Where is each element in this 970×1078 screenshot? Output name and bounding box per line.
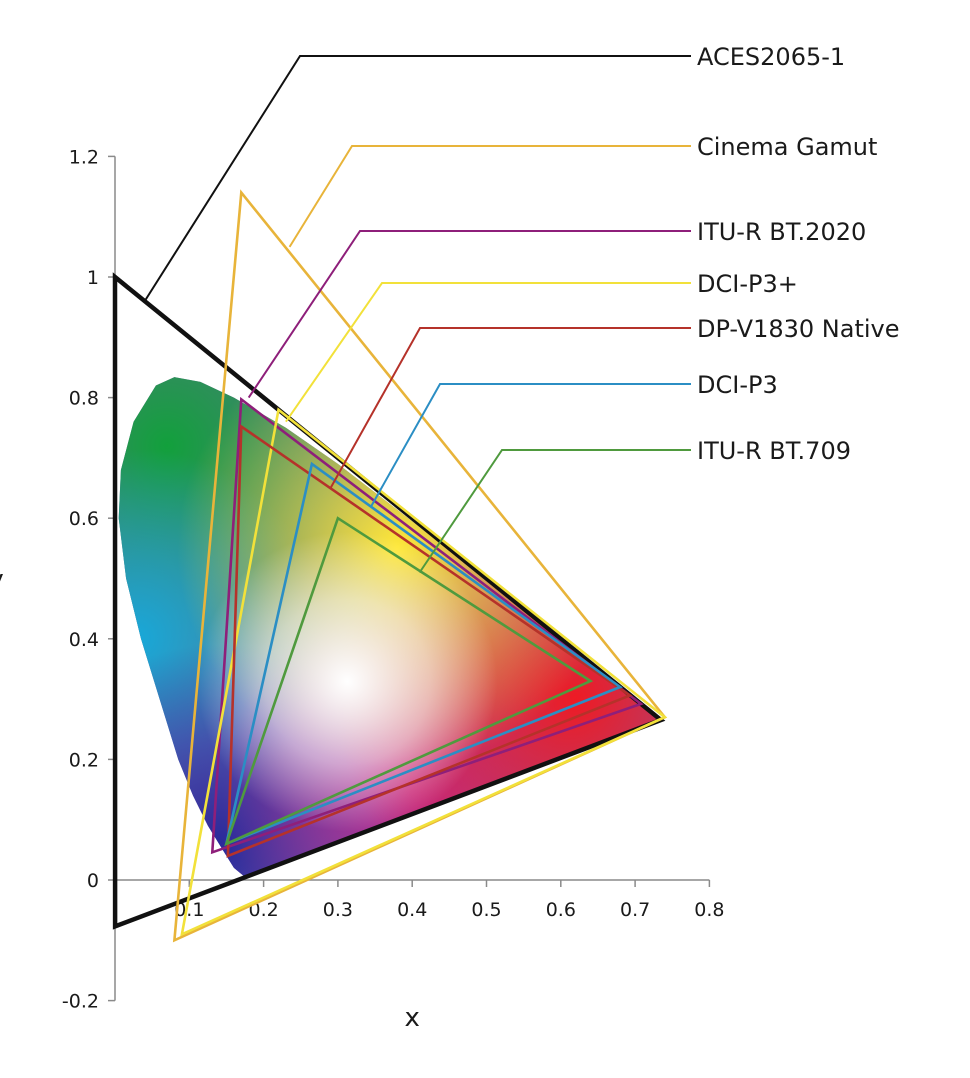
legend-label-dci-p3: DCI-P3+	[697, 270, 798, 298]
y-tick-label: 0.2	[69, 749, 99, 771]
legend-leader-itu-r-bt-709	[418, 449, 691, 574]
legend-leader-dci-p3	[370, 383, 691, 507]
legend-leader-cinema-gamut	[288, 145, 691, 248]
gamut-dci-p3	[224, 461, 623, 846]
x-tick-label: 0.4	[397, 899, 427, 921]
x-tick-label: 0.1	[174, 899, 204, 921]
gamut-itu-r-bt-709	[224, 516, 594, 847]
legend-label-dp-v1830-native: DP-V1830 Native	[697, 315, 900, 343]
y-tick-label: 0.6	[69, 508, 99, 530]
x-axis-title: x	[405, 1003, 420, 1033]
legend-leader-dci-p3	[285, 282, 691, 423]
legend-label-itu-r-bt-2020: ITU-R BT.2020	[697, 218, 866, 246]
legend-leader-itu-r-bt-2020	[247, 230, 691, 399]
legend-label-itu-r-bt-709: ITU-R BT.709	[697, 437, 851, 465]
white-point	[197, 531, 498, 832]
gamut-itu-r-bt-2020	[210, 396, 644, 855]
legend-label-dci-p3: DCI-P3	[697, 371, 778, 399]
y-tick-label: -0.2	[62, 991, 99, 1013]
y-tick-label: 0	[87, 870, 99, 892]
x-tick-label: 0.3	[323, 899, 353, 921]
y-tick-label: 1	[87, 267, 99, 289]
legend-label-cinema-gamut: Cinema Gamut	[697, 133, 877, 161]
y-axis-title: y	[0, 565, 4, 595]
y-tick-label: 0.4	[69, 629, 99, 651]
gamut-aces2065-1	[112, 272, 666, 930]
x-tick-label: 0.7	[620, 899, 650, 921]
legend-leader-dp-v1830-native	[329, 327, 691, 489]
gamut-dp-v1830-native	[226, 424, 633, 858]
legend-leader-aces2065-1	[143, 55, 691, 302]
y-tick-label: 1.2	[69, 146, 99, 168]
legend-label-aces2065-1: ACES2065-1	[697, 43, 845, 71]
x-tick-label: 0.5	[471, 899, 501, 921]
x-tick-label: 0.6	[546, 899, 576, 921]
gamut-triangles	[112, 189, 668, 943]
legend: ACES2065-1 Cinema Gamut ITU-R BT.2020 DCI-P…	[143, 43, 900, 574]
x-tick-label: 0.8	[694, 899, 724, 921]
gamut-dci-p3	[180, 407, 668, 937]
y-tick-label: 0.8	[69, 388, 99, 410]
